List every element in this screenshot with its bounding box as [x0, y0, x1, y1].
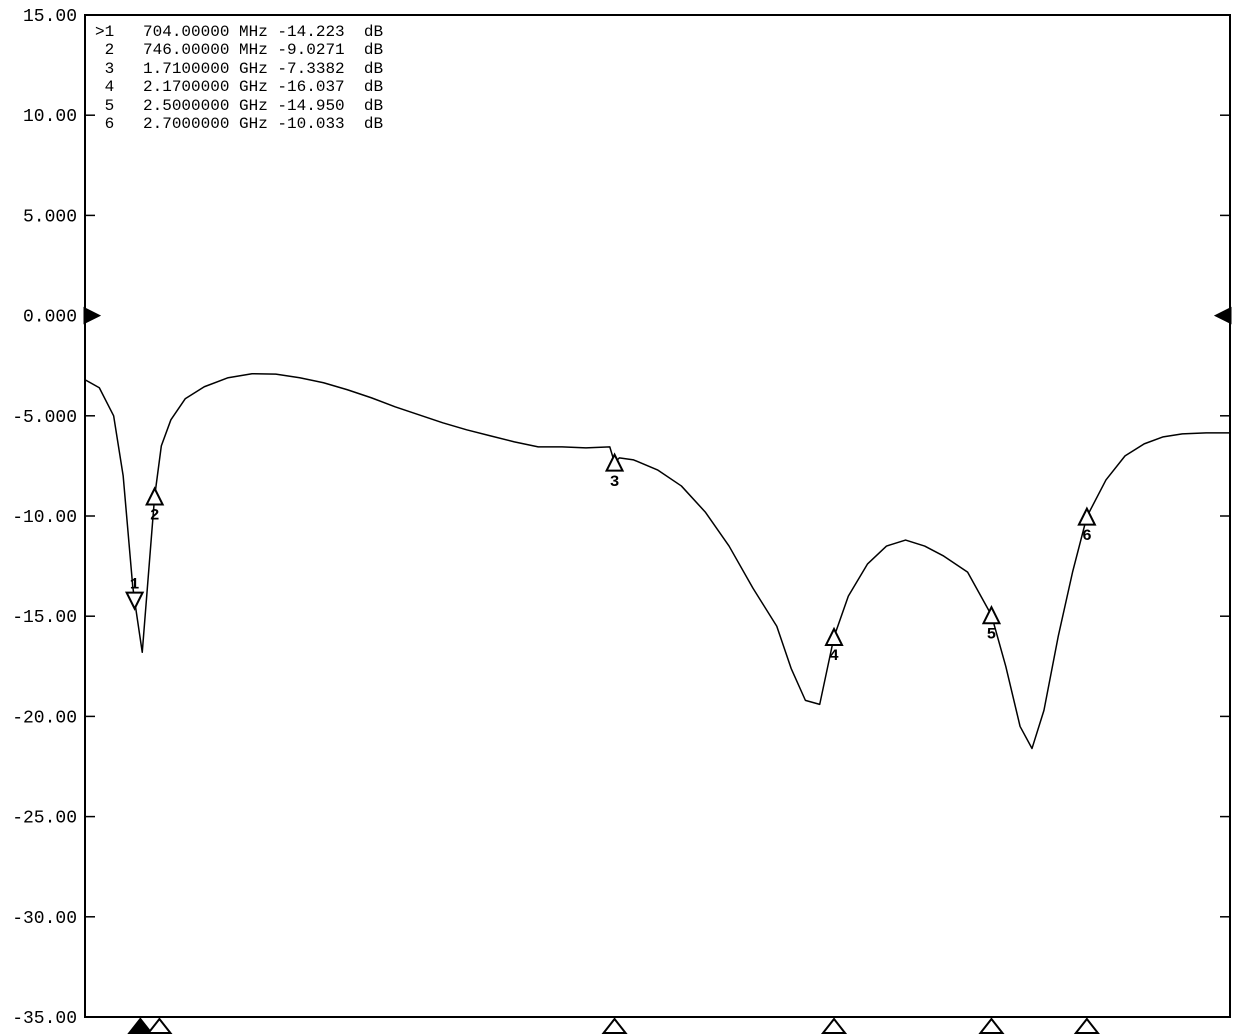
y-tick-label: -25.00: [12, 809, 77, 829]
marker-6-label: 6: [1082, 527, 1092, 545]
y-tick-label: -20.00: [12, 708, 77, 728]
marker-2-label: 2: [150, 507, 160, 525]
y-tick-label: 15.00: [23, 7, 77, 27]
y-tick-label: -30.00: [12, 909, 77, 929]
marker-legend: >1 704.00000 MHz -14.223 dB 2 746.00000 …: [95, 23, 383, 133]
marker-3-label: 3: [610, 473, 620, 491]
marker-5-label: 5: [987, 625, 997, 643]
marker-1-label: 1: [130, 576, 140, 594]
marker-4-label: 4: [829, 647, 839, 665]
y-tick-label: 0.000: [23, 308, 77, 328]
y-tick-label: -15.00: [12, 608, 77, 628]
y-tick-label: -5.000: [12, 408, 77, 428]
y-tick-label: 5.000: [23, 207, 77, 227]
y-tick-label: 10.00: [23, 107, 77, 127]
y-tick-label: -35.00: [12, 1009, 77, 1029]
y-tick-label: -10.00: [12, 508, 77, 528]
chart-svg: 15.00 10.00 5.000 0.000 -5.000 -10.00 -15.00 -2…: [0, 0, 1240, 1035]
chart-container: 15.00 10.00 5.000 0.000 -5.000 -10.00 -15.00 -2…: [0, 0, 1240, 1035]
